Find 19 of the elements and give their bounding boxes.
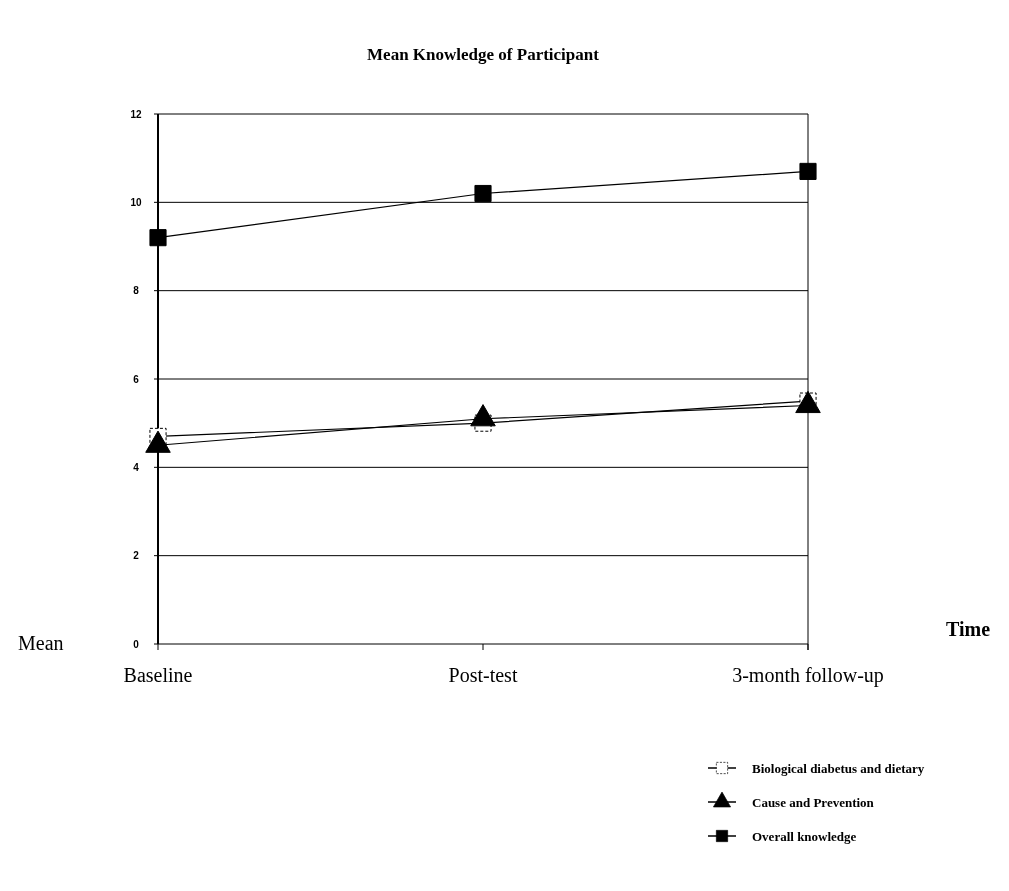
y-tick-label: 2 xyxy=(133,550,140,562)
x-tick-label: 3-month follow-up xyxy=(732,664,884,687)
y-tick-label: 10 xyxy=(130,196,142,208)
y-tick-label: 12 xyxy=(130,108,142,120)
y-tick-label: 6 xyxy=(133,373,140,385)
y-tick-label: 4 xyxy=(133,461,140,473)
y-tick-label: 8 xyxy=(133,285,140,297)
legend-label: Biological diabetus and dietary xyxy=(752,760,925,776)
x-tick-label: Post-test xyxy=(448,664,518,686)
legend-label: Cause and Prevention xyxy=(752,794,875,810)
legend-label: Overall knowledge xyxy=(752,828,857,844)
y-tick-label: 0 xyxy=(133,638,140,650)
x-tick-label: Baseline xyxy=(123,664,193,686)
y-axis-title: Mean xyxy=(18,632,64,654)
point xyxy=(799,162,817,180)
point xyxy=(474,184,492,203)
point xyxy=(149,229,167,247)
x-axis-title: Time xyxy=(945,618,991,640)
chart-title: Mean Knowledge of Participant xyxy=(367,45,600,64)
